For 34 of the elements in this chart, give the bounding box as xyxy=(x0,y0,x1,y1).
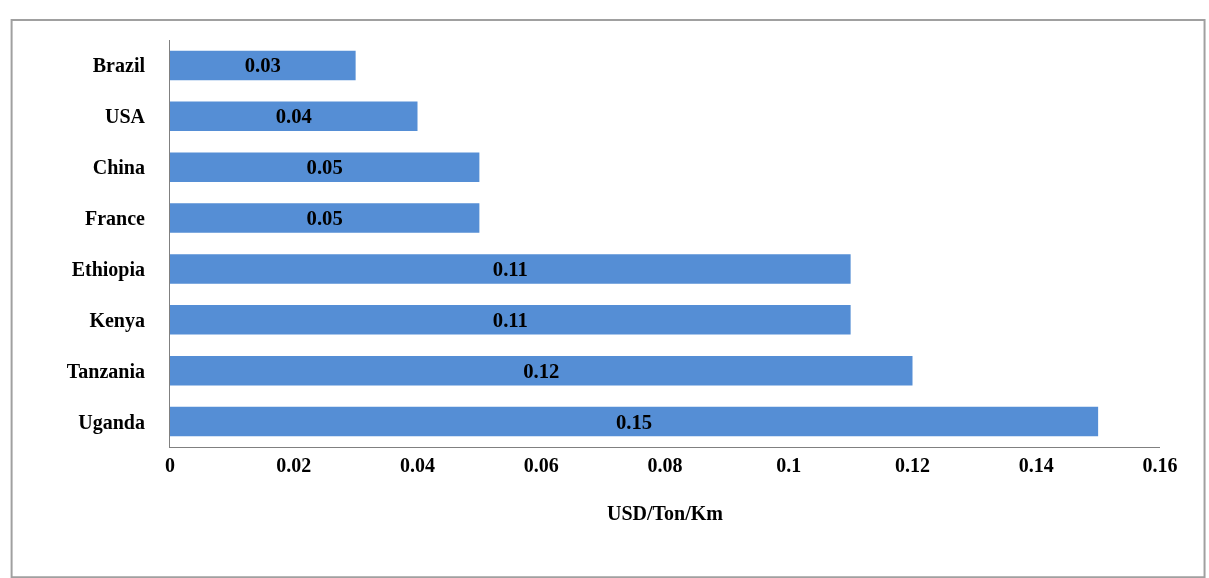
x-tick-label: 0.08 xyxy=(647,454,683,476)
y-tick-label: France xyxy=(85,207,146,230)
x-tick-label: 0.04 xyxy=(400,454,435,476)
data-label: 0.15 xyxy=(615,410,653,433)
y-tick-label: USA xyxy=(104,105,146,128)
bar xyxy=(170,152,480,182)
y-tick-label: Brazil xyxy=(92,54,146,77)
bar xyxy=(170,101,418,132)
data-label: 0.03 xyxy=(244,54,281,77)
x-tick-label: 0.1 xyxy=(776,454,802,476)
bar xyxy=(170,406,1099,437)
bar xyxy=(170,203,480,233)
x-tick-label: 0.06 xyxy=(523,454,559,476)
y-tick-label: Ethiopia xyxy=(71,257,145,281)
x-tick-label: 0.02 xyxy=(276,454,312,476)
x-tick-label: 0 xyxy=(165,454,175,476)
data-label: 0.05 xyxy=(306,156,343,179)
y-tick-label: China xyxy=(92,156,145,179)
bar xyxy=(170,355,913,386)
y-tick-label: Kenya xyxy=(89,308,145,332)
bar xyxy=(170,50,356,81)
data-label: 0.12 xyxy=(523,359,560,382)
x-tick-label: 0.14 xyxy=(1018,454,1054,476)
x-tick-label: 0.16 xyxy=(1142,454,1178,476)
data-label: 0.11 xyxy=(492,308,528,331)
x-axis-title: USD/Ton/Km xyxy=(607,501,724,524)
data-label: 0.04 xyxy=(275,105,312,128)
bar xyxy=(170,305,851,335)
data-label: 0.11 xyxy=(492,257,528,280)
y-tick-label: Tanzania xyxy=(66,359,145,382)
data-label: 0.05 xyxy=(306,207,343,230)
x-tick-label: 0.12 xyxy=(895,454,930,476)
y-tick-label: Uganda xyxy=(78,410,145,434)
bar xyxy=(170,254,851,284)
